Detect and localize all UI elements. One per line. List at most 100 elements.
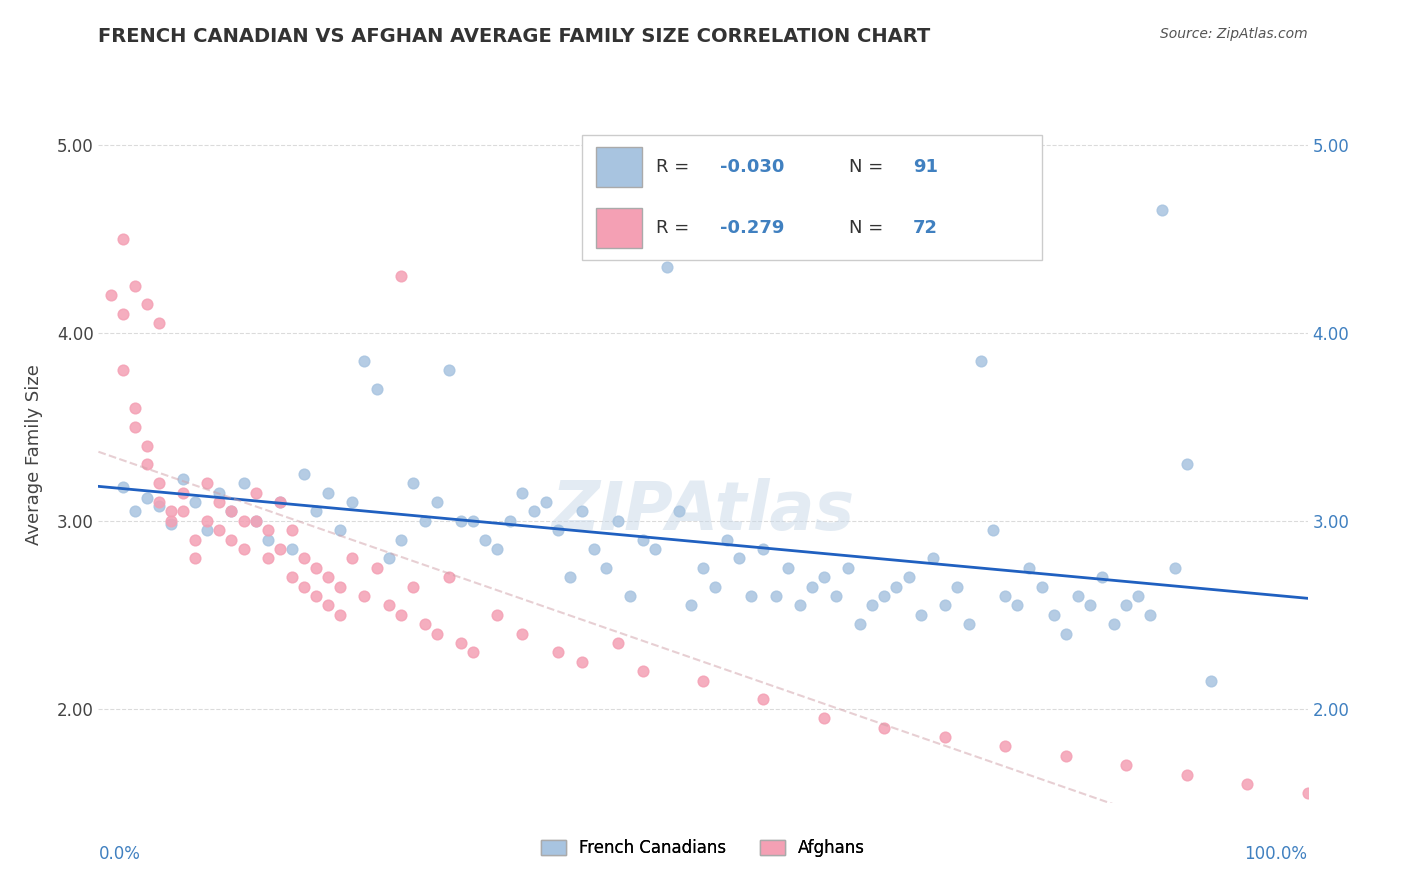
Point [1128,589,1150,603]
Point [256,523,278,537]
Point [316,485,339,500]
Point [316,599,339,613]
Point [813,570,835,584]
Point [437,570,460,584]
Point [692,560,714,574]
Point [402,476,425,491]
Point [366,560,388,574]
Point [1042,607,1064,622]
Point [547,645,569,659]
Point [789,599,811,613]
Point [111,307,134,321]
Point [498,514,520,528]
Point [281,523,304,537]
Point [692,673,714,688]
Point [873,589,896,603]
Point [934,599,956,613]
Point [523,504,546,518]
Point [1078,599,1101,613]
Point [111,480,134,494]
Point [245,485,267,500]
Point [474,533,496,547]
Point [1102,617,1125,632]
Point [1175,767,1198,781]
Point [571,504,593,518]
Point [679,599,702,613]
Point [1091,570,1114,584]
Point [366,382,388,396]
Point [281,541,304,556]
Point [910,607,932,622]
Point [111,363,134,377]
Point [269,541,291,556]
Point [1139,607,1161,622]
Point [329,580,352,594]
Point [172,485,194,500]
Point [595,560,617,574]
Point [994,739,1017,754]
Point [172,504,194,518]
Point [208,495,231,509]
Y-axis label: Average Family Size: Average Family Size [25,365,42,545]
Point [1175,458,1198,472]
Point [981,523,1004,537]
Point [426,495,449,509]
Point [437,363,460,377]
Point [957,617,980,632]
Point [111,232,134,246]
Point [619,589,641,603]
Point [135,438,157,452]
Point [342,551,364,566]
Point [728,551,751,566]
Point [292,551,315,566]
Point [305,504,328,518]
Point [558,570,581,584]
Point [450,514,472,528]
Point [160,514,183,528]
Point [934,730,956,744]
Point [486,607,509,622]
Point [970,354,993,368]
Point [813,711,835,725]
Point [148,499,170,513]
Point [160,504,183,518]
Point [752,541,775,556]
Point [208,485,231,500]
Point [292,580,315,594]
Point [148,316,170,330]
Point [1007,599,1029,613]
Point [184,533,207,547]
Point [269,495,291,509]
Point [184,551,207,566]
Point [571,655,593,669]
Text: 100.0%: 100.0% [1244,845,1308,863]
Point [221,504,243,518]
Point [389,533,412,547]
Point [776,560,799,574]
Point [994,589,1017,603]
Point [825,589,848,603]
Point [256,551,278,566]
Point [305,560,328,574]
Point [886,580,908,594]
Point [135,297,157,311]
Text: Source: ZipAtlas.com: Source: ZipAtlas.com [1160,27,1308,41]
Point [1054,626,1077,640]
Point [342,495,364,509]
Point [849,617,872,632]
Point [873,721,896,735]
Point [172,472,194,486]
Point [377,599,399,613]
Point [510,485,533,500]
Point [510,626,533,640]
Text: 0.0%: 0.0% [98,845,141,863]
Point [765,589,787,603]
Point [1152,203,1174,218]
Point [329,523,352,537]
Point [353,354,375,368]
Point [402,580,425,594]
Point [389,607,412,622]
Point [100,288,122,302]
Point [221,533,243,547]
Legend: French Canadians, Afghans: French Canadians, Afghans [534,833,872,864]
